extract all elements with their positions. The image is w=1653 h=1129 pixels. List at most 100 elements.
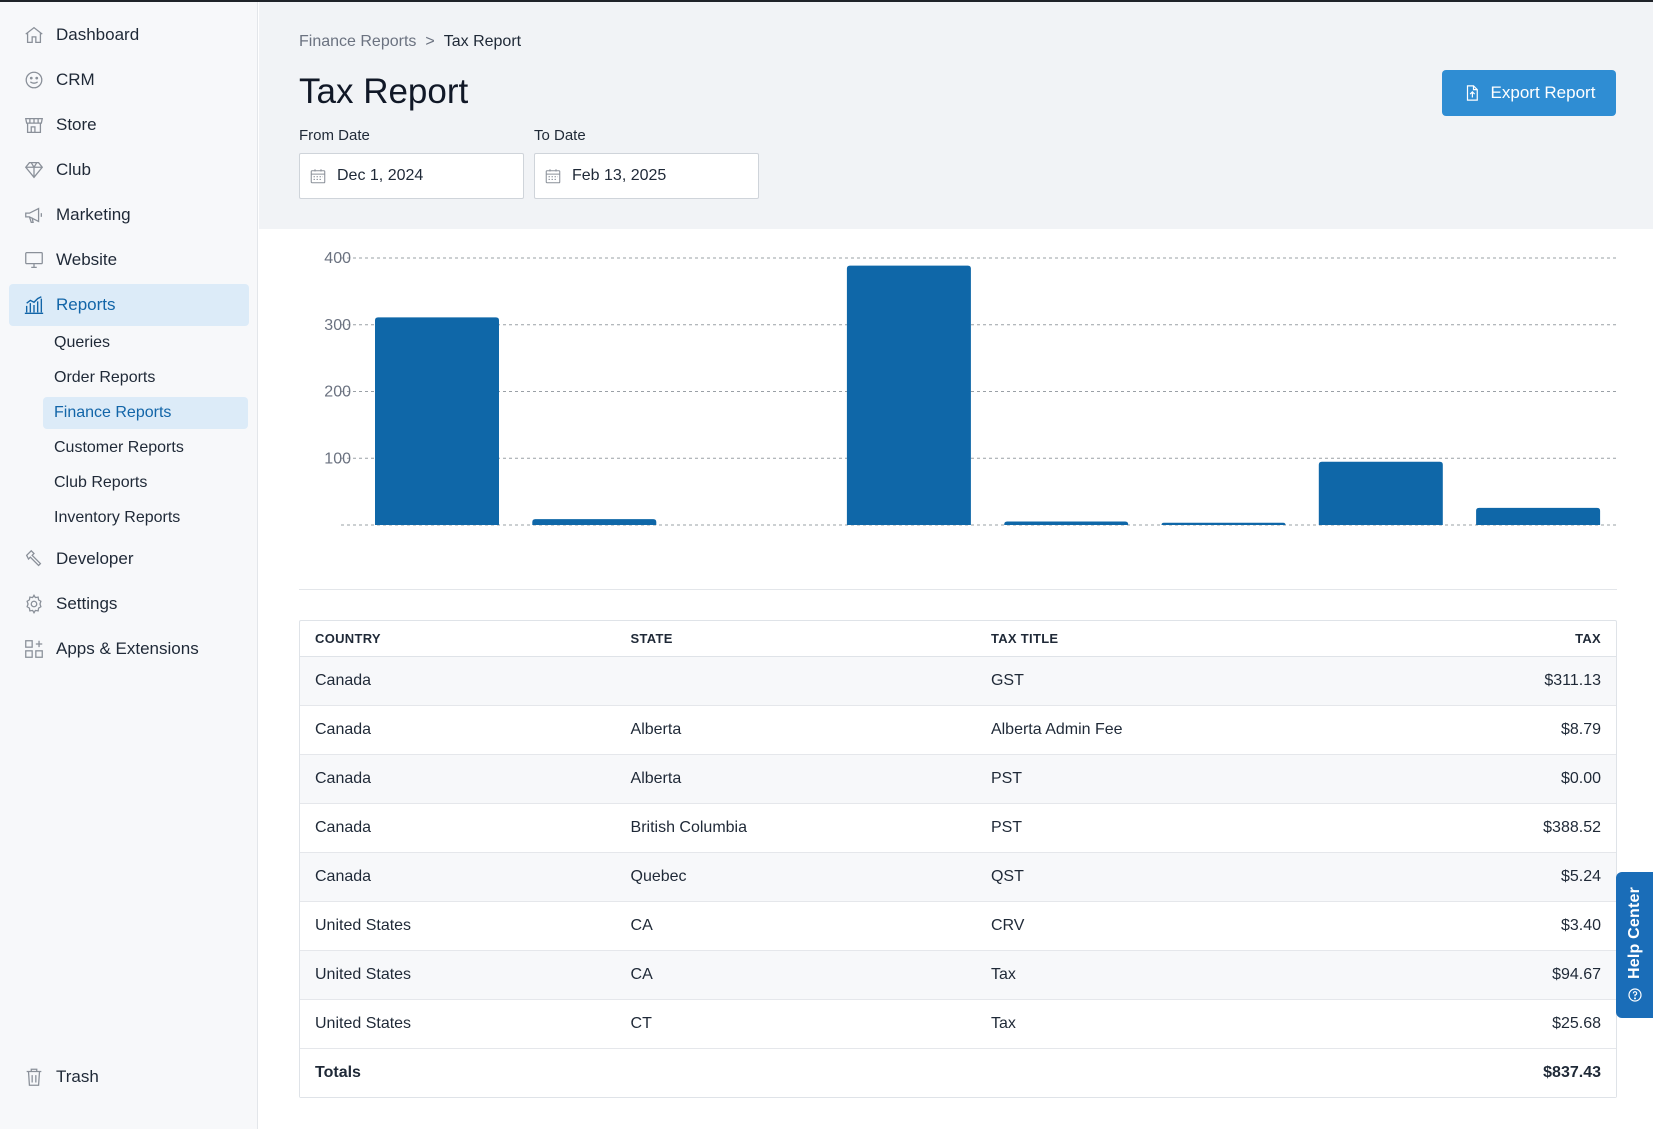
tax-bar-chart: 100 200 300 400: [324, 250, 1617, 526]
sidebar: Dashboard CRM Store Club Marketing Websi…: [0, 2, 258, 1129]
sidebar-subitem-customer-reports[interactable]: Customer Reports: [43, 432, 248, 464]
sidebar-item-reports[interactable]: Reports: [9, 284, 249, 326]
chart-bar[interactable]: [375, 317, 499, 525]
sidebar-item-label: Club: [56, 160, 91, 179]
gear-icon: [23, 593, 45, 615]
from-date-input[interactable]: Dec 1, 2024: [299, 153, 524, 199]
cell-tax-title: Tax: [975, 999, 1406, 1049]
sidebar-item-website[interactable]: Website: [9, 239, 249, 281]
calendar-icon: [544, 167, 562, 185]
cell-country: Canada: [300, 803, 616, 853]
sidebar-item-dashboard[interactable]: Dashboard: [9, 14, 249, 56]
sidebar-item-marketing[interactable]: Marketing: [9, 194, 249, 236]
cell-tax-title: GST: [975, 656, 1406, 706]
to-date-label: To Date: [534, 127, 586, 144]
sidebar-item-developer[interactable]: Developer: [9, 538, 249, 580]
export-report-button[interactable]: Export Report: [1442, 70, 1616, 116]
file-export-icon: [1463, 84, 1481, 102]
sidebar-subitem-order-reports[interactable]: Order Reports: [43, 362, 248, 394]
sidebar-item-apps-extensions[interactable]: Apps & Extensions: [9, 628, 249, 670]
table-row: Canada British Columbia PST $388.52: [300, 803, 1616, 853]
to-date-input[interactable]: Feb 13, 2025: [534, 153, 759, 199]
chart-bar[interactable]: [532, 519, 657, 525]
chart-bar[interactable]: [1318, 461, 1443, 525]
column-header-country[interactable]: COUNTRY: [300, 621, 616, 657]
trash-icon: [23, 1066, 45, 1088]
cell-state: [615, 656, 976, 706]
diamond-icon: [23, 159, 45, 181]
window-top-border: [0, 0, 1653, 2]
sidebar-item-trash[interactable]: Trash: [9, 1056, 249, 1098]
cell-tax: $25.68: [1405, 999, 1616, 1049]
table-row: Canada Alberta Alberta Admin Fee $8.79: [300, 705, 1616, 755]
sidebar-item-label: Settings: [56, 594, 118, 613]
cell-country: Canada: [300, 852, 616, 902]
sidebar-item-label: Store: [56, 115, 97, 134]
chart-bar[interactable]: [846, 265, 971, 525]
chart-bar[interactable]: [1161, 522, 1286, 525]
sidebar-item-club[interactable]: Club: [9, 149, 249, 191]
cell-tax: $5.24: [1405, 852, 1616, 902]
table-row: United States CT Tax $25.68: [300, 999, 1616, 1049]
totals-tax: $837.43: [1405, 1048, 1616, 1097]
column-header-tax[interactable]: TAX: [1405, 621, 1616, 657]
breadcrumb-finance-reports-link[interactable]: Finance Reports: [299, 33, 417, 50]
sidebar-subitem-label: Queries: [54, 334, 111, 351]
export-report-label: Export Report: [1490, 83, 1596, 102]
column-header-tax-title[interactable]: TAX TITLE: [975, 621, 1406, 657]
sidebar-subitem-label: Customer Reports: [54, 439, 184, 456]
sidebar-subitem-label: Order Reports: [54, 369, 156, 386]
cell-state: CT: [615, 999, 976, 1049]
sidebar-item-label: Reports: [56, 295, 116, 314]
sidebar-subitem-queries[interactable]: Queries: [43, 327, 248, 359]
hammer-icon: [23, 548, 45, 570]
table-row: United States CA Tax $94.67: [300, 950, 1616, 1000]
sidebar-item-label: Apps & Extensions: [56, 639, 199, 658]
table-row: United States CA CRV $3.40: [300, 901, 1616, 951]
help-center-label: Help Center: [1625, 887, 1643, 979]
cell-state: CA: [615, 901, 976, 951]
sidebar-subitem-club-reports[interactable]: Club Reports: [43, 467, 248, 499]
y-tick-label: 100: [324, 450, 351, 467]
breadcrumb: Finance Reports > Tax Report: [299, 33, 521, 51]
chart-bar[interactable]: [1004, 521, 1129, 525]
column-header-state[interactable]: STATE: [615, 621, 976, 657]
sidebar-item-crm[interactable]: CRM: [9, 59, 249, 101]
cell-state: Quebec: [615, 852, 976, 902]
cell-state: Alberta: [615, 754, 976, 804]
table-row: Canada GST $311.13: [300, 656, 1616, 706]
y-tick-label: 400: [324, 250, 351, 267]
table-totals-row: Totals $837.43: [300, 1048, 1616, 1097]
sidebar-item-label: CRM: [56, 70, 95, 89]
cell-country: Canada: [300, 754, 616, 804]
smiley-icon: [23, 69, 45, 91]
cell-tax: $8.79: [1405, 705, 1616, 755]
cell-country: United States: [300, 999, 616, 1049]
cell-tax-title: PST: [975, 754, 1406, 804]
page-title: Tax Report: [299, 72, 469, 111]
cell-country: United States: [300, 950, 616, 1000]
home-icon: [23, 24, 45, 46]
cell-tax-title: Tax: [975, 950, 1406, 1000]
help-center-tab[interactable]: Help Center: [1616, 872, 1653, 1018]
sidebar-item-settings[interactable]: Settings: [9, 583, 249, 625]
sidebar-subitem-label: Club Reports: [54, 474, 148, 491]
cell-country: Canada: [300, 656, 616, 706]
sidebar-subitem-inventory-reports[interactable]: Inventory Reports: [43, 502, 248, 534]
chart-bar[interactable]: [1476, 507, 1601, 525]
tax-table: COUNTRY STATE TAX TITLE TAX Canada GST $31…: [299, 620, 1617, 1098]
breadcrumb-separator: >: [425, 33, 435, 50]
y-tick-label: 300: [324, 317, 351, 334]
sidebar-item-label: Marketing: [56, 205, 131, 224]
cell-state: Alberta: [615, 705, 976, 755]
sidebar-subitem-finance-reports[interactable]: Finance Reports: [43, 397, 248, 429]
cell-tax-title: CRV: [975, 901, 1406, 951]
sidebar-subitem-label: Finance Reports: [54, 404, 172, 421]
cell-tax: $94.67: [1405, 950, 1616, 1000]
cell-tax-title: QST: [975, 852, 1406, 902]
cell-state: CA: [615, 950, 976, 1000]
from-date-label: From Date: [299, 127, 370, 144]
cell-tax: $3.40: [1405, 901, 1616, 951]
chart-divider: [299, 589, 1617, 590]
sidebar-item-store[interactable]: Store: [9, 104, 249, 146]
